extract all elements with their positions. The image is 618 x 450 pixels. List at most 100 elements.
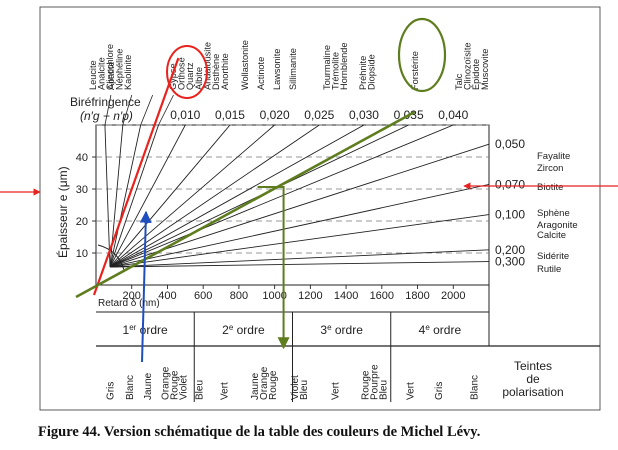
tint-label: Jaune	[250, 372, 261, 400]
y-tick-label: 40	[76, 152, 88, 164]
x-tick-label: 1800	[405, 290, 429, 302]
mineral-label: Wollastonite	[240, 40, 250, 90]
y-tick-label: 30	[76, 184, 88, 196]
retard-arrow	[257, 186, 290, 350]
birefringence-right-label: 0,050	[495, 137, 525, 151]
x-tick-label: 2000	[441, 290, 465, 302]
tint-label: Vert	[405, 382, 416, 400]
birefringence-right-label: 0,300	[495, 255, 525, 269]
tint-label: Rouge	[170, 370, 181, 400]
birefringence-line	[109, 124, 275, 268]
tint-label: Vert	[220, 382, 231, 400]
x-tick-label: 400	[158, 290, 176, 302]
birefringence-right-label: 0,200	[495, 243, 525, 257]
birefringence-line	[109, 124, 454, 268]
tint-label: Gris	[434, 382, 445, 400]
tints-header: Teintes de polarisation	[502, 359, 563, 399]
mineral-label: Orthose	[177, 57, 187, 90]
birefringence-line	[109, 124, 231, 268]
mineral-label: Disthène	[211, 54, 221, 90]
right-mineral-label: Sidérite	[537, 251, 569, 262]
birefringence-line	[109, 124, 320, 268]
blue-arrow	[139, 210, 152, 363]
birefringence-line	[109, 214, 490, 268]
y-tick-label: 20	[76, 216, 88, 228]
tint-label: Bleu	[379, 380, 390, 400]
mineral-label: Trémolite	[331, 52, 341, 90]
right-mineral-label: Calcite	[537, 230, 566, 241]
figure-caption: Figure 44. Version schématique de la tab…	[38, 424, 481, 440]
birefringence-top-label: 0,040	[438, 108, 468, 122]
birefringence-top-label: 0,025	[304, 108, 334, 122]
right-mineral-label: Zircon	[537, 163, 563, 174]
tint-label: Gris	[105, 382, 116, 400]
plot-area	[95, 124, 490, 286]
right-mineral-label: Biotite	[537, 182, 563, 193]
right-mineral-label: Aragonite	[537, 220, 578, 231]
tint-label: Rouge	[268, 370, 279, 400]
tint-label: Orange	[161, 366, 172, 400]
birefringence-top-label: 0,015	[215, 108, 245, 122]
birefringence-right-label: 0,100	[495, 208, 525, 222]
x-tick-label: 1200	[298, 290, 322, 302]
tint-label: Pourpre	[370, 364, 381, 400]
birefringence-line	[109, 261, 490, 268]
birefringence-formula: (n′g − n′p)	[80, 109, 133, 123]
tint-label: Orange	[259, 366, 270, 400]
x-tick-label: 1400	[334, 290, 358, 302]
birefringence-label: Biréfringence	[70, 95, 141, 109]
tint-label: Bleu	[299, 380, 310, 400]
mineral-label: Kaolinite	[123, 55, 133, 90]
right-mineral-label: Fayalite	[537, 151, 570, 162]
x-tick-label: 1000	[262, 290, 286, 302]
birefringence-line	[109, 249, 490, 268]
mineral-label: Analcite	[97, 57, 107, 90]
tint-label: Jaune	[143, 372, 154, 400]
birefringence-line	[109, 183, 490, 268]
birefringence-line	[109, 124, 159, 268]
mineral-label: Anorthite	[220, 53, 230, 90]
birefringence-line	[109, 143, 490, 268]
mineral-label: Lawsonite	[272, 49, 282, 90]
chart-frame	[39, 6, 601, 411]
y-axis-label: Épaisseur e (μm)	[55, 166, 70, 258]
mineral-label: Sillimanite	[288, 48, 298, 90]
mineral-label: Hornblende	[339, 42, 349, 90]
green-highlight-line	[75, 110, 416, 299]
right-mineral-label: Sphène	[537, 208, 570, 219]
birefringence-top-label: 0,020	[260, 108, 290, 122]
x-axis-label: Retard δ (nm)	[98, 298, 160, 309]
origin-arc	[97, 244, 125, 271]
order-label: 3e ordre	[320, 323, 363, 337]
right-mineral-label: Rutile	[537, 264, 561, 275]
mineral-label: Leucite	[88, 60, 98, 90]
x-tick-label: 600	[194, 290, 212, 302]
order-label: 4e ordre	[419, 323, 462, 337]
mineral-label: Tourmaline	[322, 45, 332, 90]
mineral-label: Gypse	[168, 63, 178, 90]
order-label: 2e ordre	[222, 323, 265, 337]
x-tick-label: 800	[230, 290, 248, 302]
mineral-label: Néphéline	[115, 49, 125, 90]
tint-label: Vert	[330, 382, 341, 400]
quartz-circle	[166, 45, 208, 99]
y-tick-label: 10	[76, 248, 88, 260]
birefringence-line-extension	[122, 94, 133, 126]
tint-label: Blanc	[470, 375, 481, 400]
birefringence-top-label: 0,030	[349, 108, 379, 122]
birefringence-line	[104, 124, 111, 268]
mineral-label: Albite	[194, 67, 204, 90]
red-highlight-line	[92, 57, 180, 296]
x-tick-label: 1600	[370, 290, 394, 302]
birefringence-line-extension	[140, 94, 154, 126]
mineral-label: Forstérite	[410, 51, 420, 90]
birefringence-right-label: 0,070	[495, 177, 525, 191]
mineral-label: Apatite	[106, 61, 116, 90]
tint-label: Violet	[179, 375, 190, 400]
order-label: 1er ordre	[123, 323, 168, 337]
mineral-label: Talc	[454, 73, 464, 90]
forsterite-circle	[397, 17, 447, 93]
mineral-label: Clinochlore	[105, 44, 115, 90]
birefringence-line	[109, 124, 365, 268]
